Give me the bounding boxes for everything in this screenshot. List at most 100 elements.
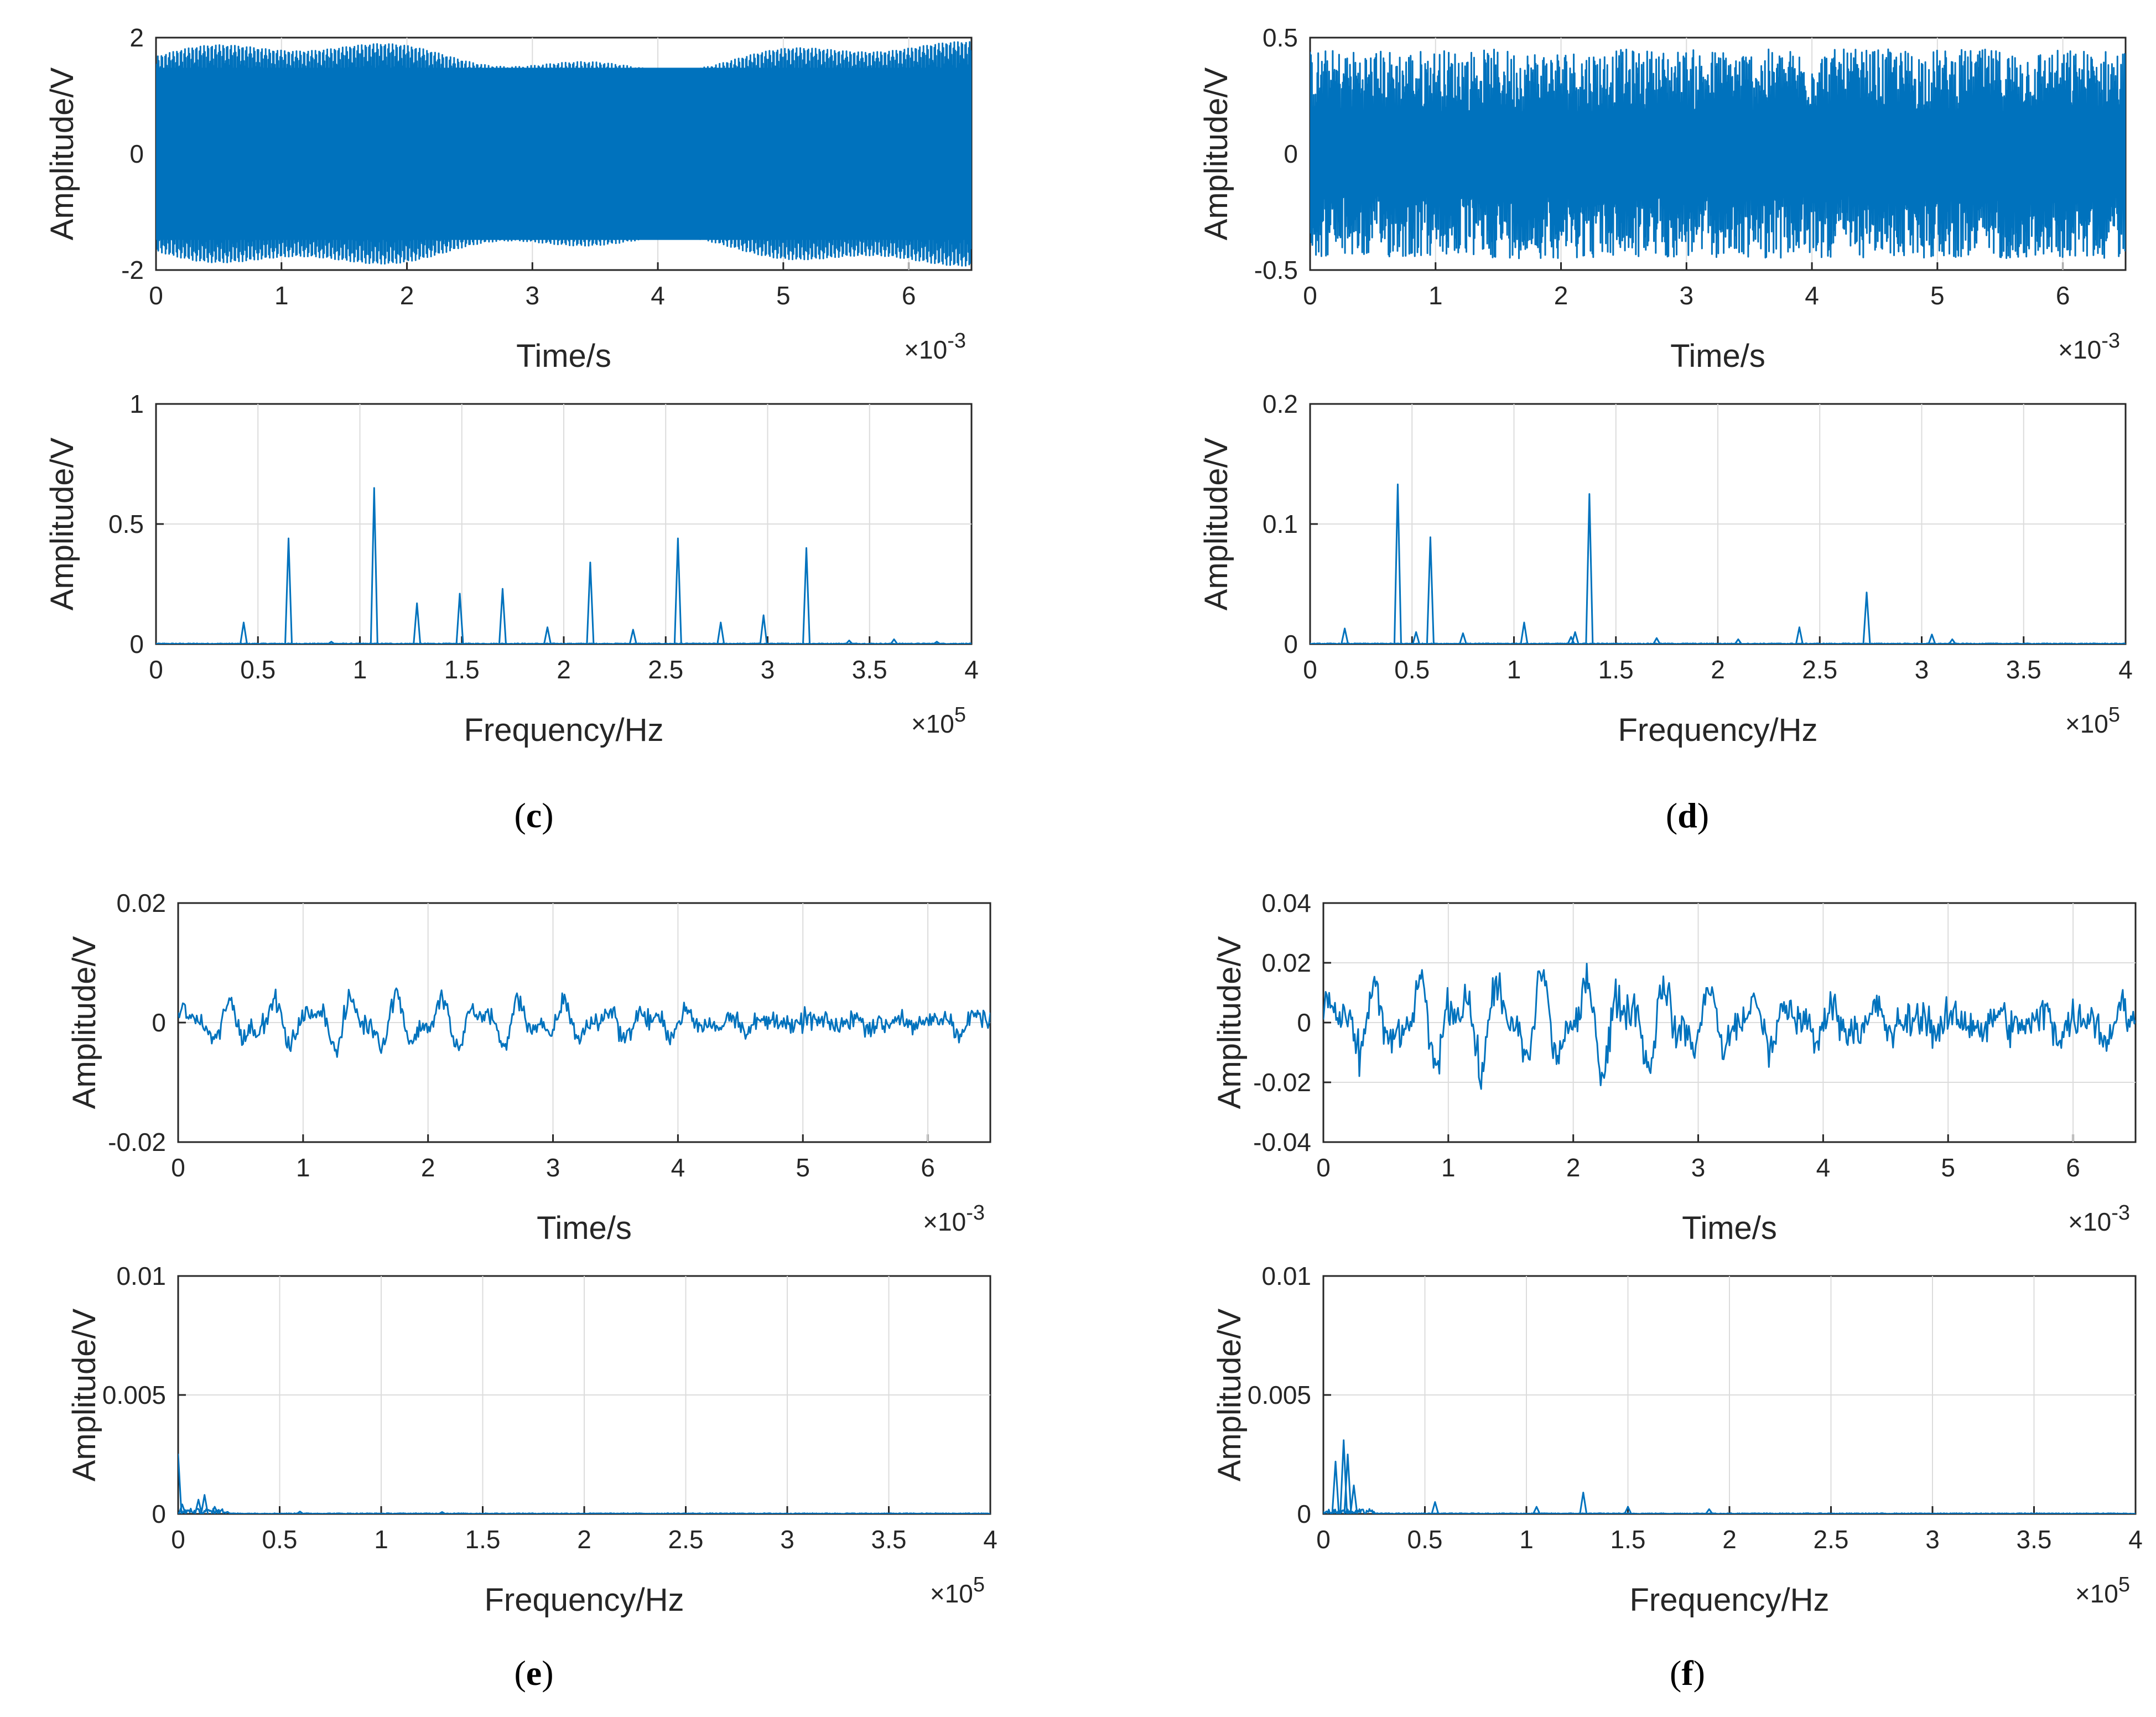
x-tick-label: 0.5 xyxy=(1407,1525,1443,1554)
spectrum-peak xyxy=(802,547,811,644)
x-exponent-label: ×105 xyxy=(2065,703,2120,738)
time-signal-line xyxy=(178,987,990,1058)
spectrum-peak xyxy=(178,1454,183,1514)
spectrum-peak xyxy=(1431,1501,1440,1514)
spectrum-peak xyxy=(413,602,422,644)
x-axis-label: Frequency/Hz xyxy=(464,712,663,748)
y-tick-label: 0 xyxy=(152,1500,166,1528)
y-tick-label: 2 xyxy=(129,23,144,52)
y-tick-label: -0.02 xyxy=(108,1128,166,1156)
x-tick-label: 4 xyxy=(671,1153,685,1182)
x-tick-label: 1 xyxy=(353,655,367,684)
time-signal-line xyxy=(1310,48,2126,260)
spectrum-peak xyxy=(1653,637,1661,644)
x-tick-label: 1 xyxy=(274,281,289,310)
x-tick-label: 0 xyxy=(1303,281,1317,310)
x-tick-label: 0 xyxy=(171,1153,185,1182)
spectrum-peak xyxy=(194,1498,203,1514)
x-tick-label: 2 xyxy=(400,281,414,310)
x-exponent-label: ×105 xyxy=(930,1573,985,1608)
x-tick-label: 4 xyxy=(1805,281,1819,310)
y-tick-label: 0.02 xyxy=(1261,948,1311,977)
spectrum-peak xyxy=(1532,1506,1541,1514)
x-tick-label: 2 xyxy=(577,1525,591,1554)
y-tick-label: 0.1 xyxy=(1263,510,1298,538)
spectrum-peak xyxy=(438,1511,446,1514)
x-exponent-label: ×10-3 xyxy=(923,1201,985,1236)
x-tick-label: 4 xyxy=(2128,1525,2143,1554)
panel-caption-c: (c) xyxy=(514,796,553,835)
spectrum-peak xyxy=(845,639,854,644)
spectrum-peak xyxy=(1948,638,1957,644)
x-tick-label: 4 xyxy=(651,281,665,310)
spectrum-baseline xyxy=(1323,1508,2136,1514)
spectrum-peak xyxy=(1734,638,1743,644)
spectrum-peak xyxy=(1862,592,1871,644)
spectrum-peak xyxy=(759,614,768,644)
x-tick-label: 3.5 xyxy=(871,1525,907,1554)
x-exponent-label: ×10-3 xyxy=(904,329,966,364)
x-tick-label: 5 xyxy=(776,281,791,310)
spectrum-peak xyxy=(296,1511,304,1514)
x-tick-label: 2.5 xyxy=(648,655,683,684)
x-tick-label: 2 xyxy=(557,655,571,684)
y-tick-label: 0.005 xyxy=(1248,1381,1311,1409)
y-axis-label: Amplitude/V xyxy=(1212,1308,1248,1481)
spectrum-peak xyxy=(284,537,293,644)
x-tick-label: 3 xyxy=(1925,1525,1940,1554)
spectrum-peak xyxy=(1624,1506,1632,1514)
y-tick-label: 0.5 xyxy=(108,510,144,538)
signal-group xyxy=(178,987,990,1058)
y-tick-label: 0 xyxy=(1297,1008,1311,1037)
panel-caption-f: (f) xyxy=(1670,1653,1705,1693)
y-tick-label: -2 xyxy=(121,256,144,284)
x-tick-label: 5 xyxy=(796,1153,810,1182)
y-tick-label: 0.01 xyxy=(1261,1262,1311,1290)
x-tick-label: 6 xyxy=(902,281,916,310)
x-tick-label: 3 xyxy=(780,1525,794,1554)
spectrum-peak xyxy=(673,537,682,644)
x-tick-label: 1 xyxy=(296,1153,310,1182)
y-tick-label: 1 xyxy=(129,390,144,418)
y-axis-label: Amplitude/V xyxy=(1212,936,1248,1109)
spectrum-peak xyxy=(455,593,464,644)
spectrum-peak xyxy=(1571,631,1580,644)
y-axis-label: Amplitude/V xyxy=(66,1308,102,1481)
spectrum-peak xyxy=(1412,631,1421,644)
chart-e-freq: 0 0.5 1 1.5 2 2.5 3 3.5 4 0 0.005 0.01 ×105 Frequency… xyxy=(66,1262,998,1618)
spectrum-peak xyxy=(1585,493,1594,644)
x-tick-label: 3 xyxy=(1691,1153,1706,1182)
spectrum-peak xyxy=(628,629,637,644)
x-tick-label: 5 xyxy=(1941,1153,1955,1182)
spectrum-peak xyxy=(586,561,595,644)
y-axis-label: Amplitude/V xyxy=(66,936,102,1109)
x-exponent-label: ×105 xyxy=(2075,1573,2130,1608)
y-tick-label: -0.5 xyxy=(1254,256,1298,284)
spectrum-peak xyxy=(1579,1491,1588,1514)
spectrum-peak xyxy=(370,487,378,644)
x-tick-label: 3 xyxy=(1915,655,1929,684)
spectrum-peak xyxy=(1393,483,1402,644)
x-tick-label: 1.5 xyxy=(465,1525,501,1554)
x-tick-label: 1 xyxy=(1441,1153,1456,1182)
spectrum-peak xyxy=(178,1503,186,1514)
x-axis-label: Time/s xyxy=(1682,1210,1777,1246)
spectrum-peak xyxy=(210,1506,219,1514)
x-tick-label: 6 xyxy=(2066,1153,2080,1182)
x-tick-label: 1 xyxy=(374,1525,388,1554)
spectrum-peak xyxy=(1705,1508,1713,1514)
x-tick-label: 6 xyxy=(2056,281,2070,310)
spectrum-peak xyxy=(1343,1454,1352,1514)
y-tick-label: 0.2 xyxy=(1263,390,1298,418)
x-tick-label: 4 xyxy=(1816,1153,1831,1182)
x-exponent-label: ×10-3 xyxy=(2068,1201,2130,1236)
signal-group xyxy=(1310,483,2126,644)
x-axis-label: Time/s xyxy=(516,338,611,374)
chart-f-freq: 0 0.5 1 1.5 2 2.5 3 3.5 4 0 0.005 0.01 ×105 Frequency… xyxy=(1212,1262,2143,1618)
x-tick-label: 2.5 xyxy=(668,1525,704,1554)
x-exponent-label: ×105 xyxy=(911,703,966,738)
x-tick-label: 3.5 xyxy=(852,655,887,684)
